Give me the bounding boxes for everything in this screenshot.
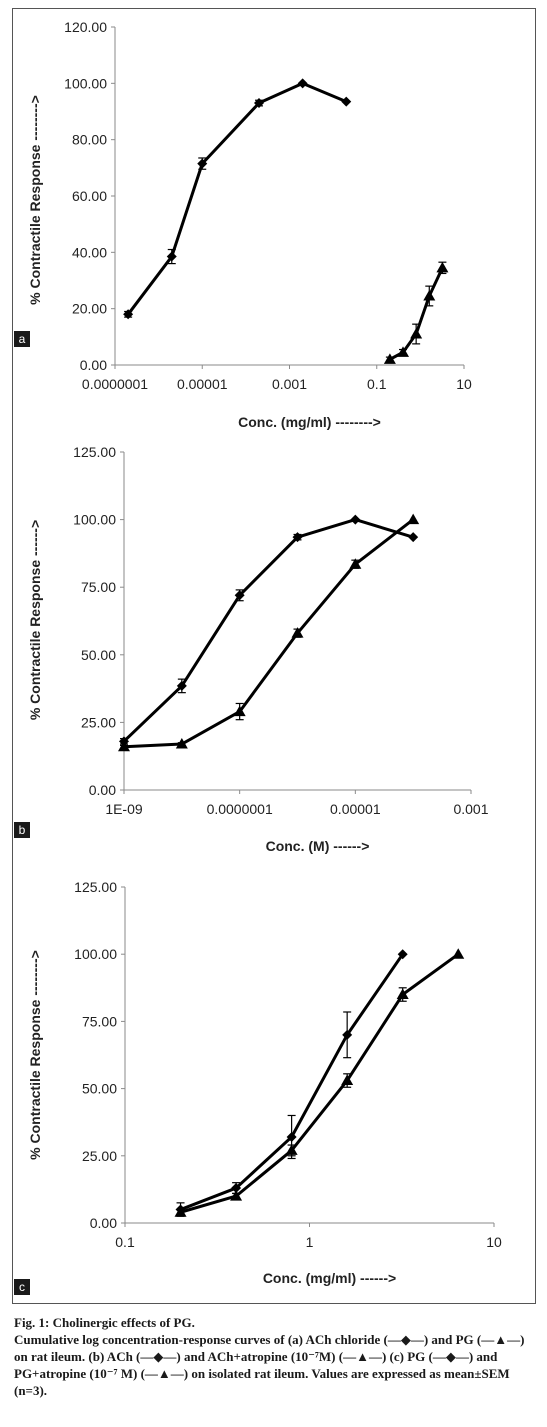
panel-b-x-tick-label: 0.0000001 — [207, 801, 273, 817]
panel-c-triangle-marker — [396, 988, 409, 1000]
panel-a-triangle-marker — [383, 353, 396, 364]
panel-c-x-tick-label: 1 — [306, 1234, 314, 1250]
panel-b-series-diamond-line — [122, 518, 414, 743]
panel-b-series-triangle-line — [123, 518, 415, 749]
panel-b-badge — [14, 822, 30, 838]
panel-c-badge — [14, 1279, 30, 1295]
panel-a-badge — [14, 331, 30, 347]
panel-b-badge-label: b — [19, 823, 26, 837]
panel-b-diamond-marker — [408, 532, 419, 543]
panel-a-diamond-marker — [166, 251, 177, 262]
panel-c-triangle-marker — [341, 1074, 354, 1086]
panel-a-diamond-marker — [297, 78, 308, 89]
panel-c-x-axis-title: Conc. (mg/ml) ------> — [263, 1270, 396, 1286]
panel-c-diamond-marker — [397, 949, 408, 960]
panel-b-triangle-marker — [349, 558, 362, 569]
panel-c-triangle-marker — [230, 1190, 243, 1201]
figure-panel — [12, 8, 536, 1304]
panel-a-x-axis-title: Conc. (mg/ml) --------> — [238, 414, 381, 430]
panel-b-triangle-marker — [118, 740, 130, 752]
panel-a-x-tick-label: 0.1 — [367, 376, 387, 392]
panel-c-diamond-marker — [342, 1029, 353, 1040]
panel-c-y-tick-label: 25.00 — [82, 1148, 117, 1164]
panel-b-y-tick-label: 125.00 — [73, 444, 116, 460]
panel-b-y-tick-label: 25.00 — [81, 714, 116, 730]
panel-a-x-tick-label: 10 — [456, 376, 472, 392]
panel-b-y-tick-label: 75.00 — [81, 579, 116, 595]
panel-c-triangle-marker — [285, 1144, 298, 1155]
panel-b-x-tick-label: 0.001 — [453, 801, 488, 817]
panel-c-series-diamond-line — [179, 953, 404, 1211]
panel-c-y-tick-label: 125.00 — [74, 879, 117, 895]
panel-a-badge-label: a — [19, 332, 26, 346]
panel-a-triangle-marker — [436, 261, 449, 273]
panel-b-diamond-marker — [292, 532, 303, 543]
panel-c-y-tick-label: 100.00 — [74, 946, 117, 962]
panel-a-diamond-marker — [254, 98, 265, 109]
figure-caption: Fig. 1: Cholinergic effects of PG. Cumul… — [14, 1314, 536, 1399]
panel-b-triangle-marker — [291, 627, 304, 638]
panel-b-x-axis-title: Conc. (M) ------> — [266, 838, 370, 854]
panel-c-diamond-marker — [286, 1131, 297, 1142]
panel-a-y-tick-label: 40.00 — [72, 244, 107, 260]
panel-a-triangle-marker — [410, 328, 423, 339]
panel-c-series-triangle-line — [180, 952, 460, 1214]
caption-body: Cumulative log concentration-response cu… — [14, 1332, 525, 1398]
panel-b-y-tick-label: 0.00 — [89, 782, 116, 798]
panel-b-x-tick-label: 1E-09 — [105, 801, 143, 817]
panel-a-diamond-marker — [341, 96, 352, 107]
panel-b-x-tick-label: 0.00001 — [330, 801, 381, 817]
panel-c-x-tick-label: 10 — [486, 1234, 502, 1250]
panel-a-y-tick-label: 0.00 — [80, 357, 107, 373]
panel-a-diamond-marker — [197, 158, 208, 169]
panel-a-y-tick-label: 80.00 — [72, 132, 107, 148]
panel-a-series-diamond-line — [126, 81, 347, 316]
panel-c-triangle-marker — [452, 948, 465, 959]
panel-b-triangle-marker — [175, 738, 188, 749]
panel-c-y-tick-label: 50.00 — [82, 1081, 117, 1097]
panel-a-series-triangle-line — [389, 267, 444, 361]
panel-a-x-tick-label: 0.001 — [272, 376, 307, 392]
panel-b-triangle-marker — [233, 705, 246, 717]
panel-b-diamond-marker — [350, 514, 361, 525]
panel-c-diamond-marker — [231, 1183, 242, 1194]
panel-a-y-tick-label: 20.00 — [72, 301, 107, 317]
panel-c-y-axis-title: % Contractile Response --------> — [27, 950, 43, 1160]
panel-a-triangle-marker — [397, 346, 410, 357]
panel-a-x-tick-label: 0.0000001 — [82, 376, 148, 392]
panel-c-badge-label: c — [19, 1280, 25, 1294]
panel-c-y-tick-label: 0.00 — [90, 1215, 117, 1231]
panel-c-triangle-marker — [174, 1206, 187, 1217]
panel-b-diamond-marker — [234, 590, 245, 601]
panel-c-x-tick-label: 0.1 — [115, 1234, 135, 1250]
panel-b-y-tick-label: 50.00 — [81, 647, 116, 663]
caption-title: Fig. 1: Cholinergic effects of PG. — [14, 1315, 195, 1330]
panel-b-y-axis-title: % Contractile Response ------> — [27, 520, 43, 720]
panel-a-triangle-marker — [423, 289, 436, 301]
panel-a-diamond-marker — [123, 309, 134, 320]
panel-a-y-axis-title: % Contractile Response --------> — [27, 95, 43, 305]
panel-b-triangle-marker — [407, 513, 420, 525]
panel-a-x-tick-label: 0.00001 — [177, 376, 228, 392]
panel-b-y-tick-label: 100.00 — [73, 512, 116, 528]
panel-b-diamond-marker — [176, 680, 187, 691]
panel-a-y-tick-label: 60.00 — [72, 188, 107, 204]
panel-a-y-tick-label: 100.00 — [64, 75, 107, 91]
panel-a-y-tick-label: 120.00 — [64, 19, 107, 35]
panel-c-y-tick-label: 75.00 — [82, 1013, 117, 1029]
